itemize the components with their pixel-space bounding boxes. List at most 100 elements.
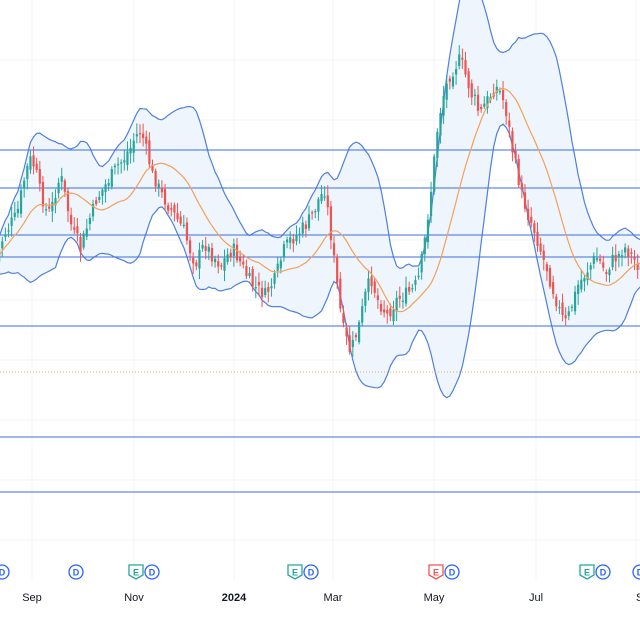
candle[interactable] (29, 150, 32, 174)
candle[interactable] (404, 276, 408, 307)
candle[interactable] (602, 255, 605, 272)
candle[interactable] (57, 177, 60, 199)
candle[interactable] (282, 240, 286, 262)
candle[interactable] (395, 290, 398, 321)
candle[interactable] (336, 253, 339, 289)
candle[interactable] (123, 150, 126, 171)
candle[interactable] (464, 51, 467, 78)
candle[interactable] (289, 231, 292, 250)
candle[interactable] (35, 157, 38, 173)
candle[interactable] (577, 280, 580, 305)
candle[interactable] (483, 96, 486, 109)
candle[interactable] (135, 123, 138, 144)
candle[interactable] (195, 259, 198, 271)
candle[interactable] (420, 251, 423, 280)
candle[interactable] (163, 183, 167, 211)
candle[interactable] (351, 331, 354, 357)
candle[interactable] (160, 180, 163, 198)
candle[interactable] (605, 269, 608, 282)
candle[interactable] (26, 163, 29, 190)
candle[interactable] (527, 199, 530, 226)
candle[interactable] (220, 262, 223, 270)
candle[interactable] (367, 270, 370, 301)
candle[interactable] (185, 217, 189, 245)
candle[interactable] (470, 79, 473, 105)
candle[interactable] (214, 255, 217, 268)
candle[interactable] (392, 300, 395, 326)
candle[interactable] (614, 244, 617, 272)
candle[interactable] (41, 175, 45, 213)
candle[interactable] (226, 248, 229, 265)
candle[interactable] (320, 185, 323, 204)
candle[interactable] (285, 236, 289, 249)
candle[interactable] (611, 246, 614, 271)
candle[interactable] (188, 236, 192, 261)
candle[interactable] (126, 141, 129, 171)
candle[interactable] (307, 205, 311, 232)
candle[interactable] (223, 249, 226, 282)
candle[interactable] (505, 99, 508, 125)
candle[interactable] (248, 266, 251, 279)
candle[interactable] (429, 181, 433, 224)
candle[interactable] (267, 282, 270, 303)
candle[interactable] (558, 300, 561, 314)
candle[interactable] (257, 272, 261, 297)
candle[interactable] (517, 154, 520, 189)
candle[interactable] (445, 75, 448, 109)
candle[interactable] (561, 293, 564, 322)
candle[interactable] (398, 286, 401, 308)
candle[interactable] (530, 207, 533, 228)
candle[interactable] (279, 257, 282, 274)
candle[interactable] (442, 85, 445, 124)
candle[interactable] (329, 200, 333, 250)
candle[interactable] (91, 199, 95, 222)
candle[interactable] (32, 146, 35, 175)
candle[interactable] (520, 175, 523, 199)
candle[interactable] (345, 323, 348, 345)
candle[interactable] (4, 227, 7, 242)
candle[interactable] (207, 243, 210, 261)
candle[interactable] (461, 48, 464, 69)
candle[interactable] (120, 159, 123, 174)
candle[interactable] (38, 160, 41, 192)
candle[interactable] (423, 234, 426, 262)
candle[interactable] (501, 80, 505, 110)
candle[interactable] (495, 79, 498, 101)
candle[interactable] (592, 252, 595, 269)
candle[interactable] (608, 267, 611, 283)
candle[interactable] (630, 248, 633, 264)
candle[interactable] (251, 266, 254, 292)
candle[interactable] (486, 90, 489, 114)
candle[interactable] (82, 230, 85, 250)
candle[interactable] (142, 123, 145, 147)
candle[interactable] (23, 177, 26, 198)
candle[interactable] (85, 218, 88, 240)
candle[interactable] (439, 107, 442, 144)
candle[interactable] (455, 61, 458, 85)
candle[interactable] (357, 319, 361, 345)
candle[interactable] (552, 275, 555, 299)
candle[interactable] (254, 276, 257, 299)
candle[interactable] (73, 217, 76, 235)
candle[interactable] (7, 223, 10, 238)
candle[interactable] (433, 153, 436, 195)
candle[interactable] (298, 227, 301, 244)
candle[interactable] (63, 178, 66, 197)
candle[interactable] (167, 202, 170, 214)
candle[interactable] (411, 283, 414, 293)
candle[interactable] (536, 222, 539, 252)
candle[interactable] (539, 237, 542, 256)
candle[interactable] (555, 293, 558, 312)
candle[interactable] (326, 185, 329, 216)
candle[interactable] (204, 236, 207, 260)
candle[interactable] (542, 244, 545, 271)
candle[interactable] (170, 202, 173, 217)
candle[interactable] (589, 262, 592, 280)
candle[interactable] (70, 207, 73, 231)
candle[interactable] (79, 232, 82, 262)
candle[interactable] (176, 203, 179, 223)
candle[interactable] (548, 264, 552, 289)
